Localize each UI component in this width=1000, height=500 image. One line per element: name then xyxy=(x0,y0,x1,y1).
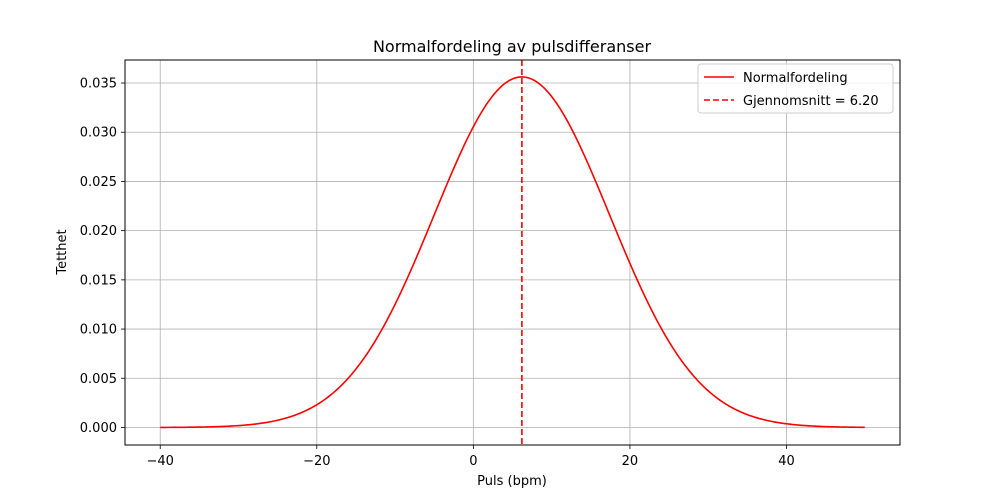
legend-label-curve: Normalfordeling xyxy=(743,71,848,86)
y-axis-label: Tetthet xyxy=(55,229,70,275)
y-tick-label: 0.015 xyxy=(80,273,117,288)
y-tick-label: 0.025 xyxy=(80,175,117,190)
x-axis-label: Puls (bpm) xyxy=(477,474,547,489)
x-tick-label: −20 xyxy=(303,454,330,469)
axes-frame xyxy=(124,59,901,446)
y-tick-label: 0.010 xyxy=(80,323,117,338)
chart-title: Normalfordeling av pulsdifferanser xyxy=(373,37,651,56)
grid xyxy=(125,60,900,445)
x-axis: −40 −20 0 20 40 xyxy=(147,445,795,469)
x-tick-label: 0 xyxy=(469,454,477,469)
legend-box xyxy=(697,63,894,114)
legend: Normalfordeling Gjennomsnitt = 6.20 xyxy=(697,63,894,114)
y-axis: 0.000 0.005 0.010 0.015 0.020 0.025 0.030 0.035 xyxy=(80,77,125,436)
y-tick-label: 0.000 xyxy=(80,421,117,436)
y-tick-label: 0.035 xyxy=(80,77,117,92)
y-tick-label: 0.020 xyxy=(80,224,117,239)
x-tick-label: 40 xyxy=(778,454,795,469)
plot-area xyxy=(160,60,865,445)
x-tick-label: −40 xyxy=(147,454,174,469)
x-tick-label: 20 xyxy=(622,454,639,469)
y-tick-label: 0.030 xyxy=(80,126,117,141)
normal-distribution-curve xyxy=(160,76,865,429)
legend-label-mean: Gjennomsnitt = 6.20 xyxy=(743,94,879,109)
y-tick-label: 0.005 xyxy=(80,372,117,387)
